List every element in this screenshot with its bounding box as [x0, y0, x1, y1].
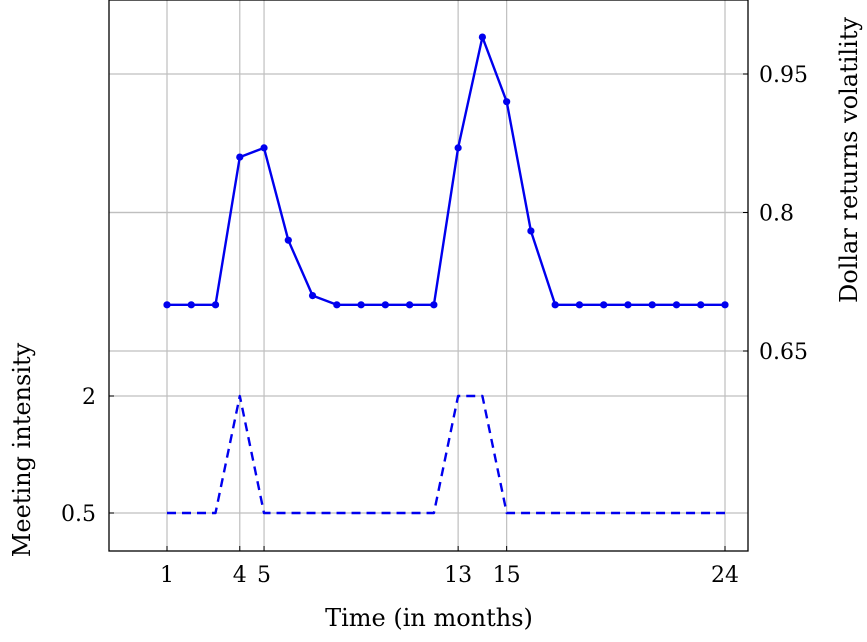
volatility-point [260, 144, 268, 152]
volatility-point [575, 301, 584, 309]
series-layer [163, 33, 729, 515]
volatility-point [381, 301, 389, 309]
volatility-point [697, 301, 705, 309]
right-y-tick-label: 0.95 [759, 63, 808, 88]
volatility-point [357, 301, 365, 309]
right-y-tick-label: 0.65 [759, 340, 808, 365]
volatility-point [284, 236, 292, 244]
volatility-point [333, 301, 341, 309]
volatility-point [600, 301, 608, 309]
x-tick-label: 1 [160, 563, 174, 588]
volatility-point [721, 301, 729, 309]
volatility-point [478, 33, 486, 41]
volatility-point [672, 301, 681, 309]
volatility-point [236, 153, 244, 161]
grid [109, 0, 748, 551]
volatility-point [648, 301, 656, 309]
volatility-point [163, 301, 171, 309]
x-tick-label: 5 [257, 563, 271, 588]
volatility-point [430, 301, 438, 309]
volatility-point [308, 292, 317, 300]
x-tick-label: 13 [444, 563, 472, 588]
volatility-point [187, 301, 195, 309]
left-y-tick-label: 2 [82, 385, 96, 410]
left-y-tick-label: 0.5 [61, 502, 96, 527]
right-y-tick-label: 0.8 [759, 202, 794, 227]
volatility-point [406, 301, 414, 309]
x-tick-label: 24 [711, 563, 739, 588]
volatility-point [551, 301, 559, 309]
volatility-point [211, 301, 220, 309]
volatility-point [503, 98, 511, 106]
volatility-point [624, 301, 632, 309]
volatility-line [167, 35, 725, 306]
x-tick-label: 15 [493, 563, 521, 588]
plot-frame [108, 0, 749, 552]
volatility-point [454, 144, 462, 152]
meeting-intensity-line [167, 394, 725, 515]
x-axis-title: Time (in months) [325, 604, 533, 632]
x-tick-label: 4 [233, 563, 247, 588]
volatility-point [527, 227, 535, 235]
left-y-axis-title: Meeting intensity [8, 342, 36, 557]
tick-labels: 1 4 5 13 15 24 0.65 0.8 0.95 0.5 2 [61, 63, 808, 588]
right-y-axis-title: Dollar returns volatility [835, 17, 863, 303]
